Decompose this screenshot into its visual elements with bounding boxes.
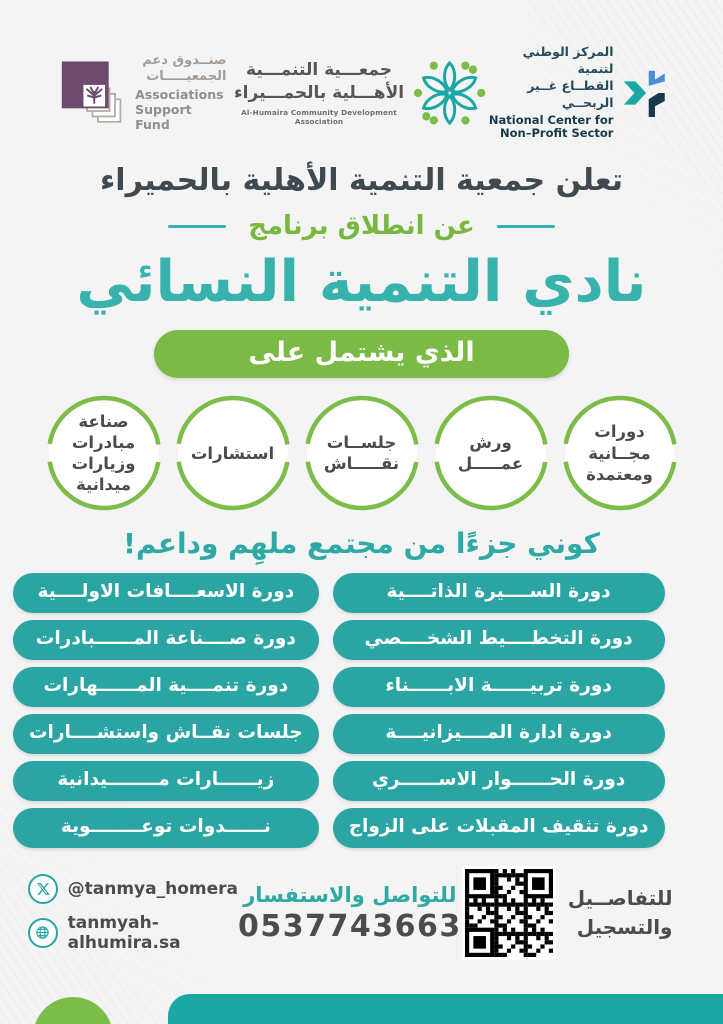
humaira-name-arabic: جمعـــية التنمـــية الأهـــلية بالحمـــي… xyxy=(233,60,405,104)
feature-circle-courses: دورات مجــانية ومعتمدة xyxy=(561,394,679,512)
website-link-row[interactable]: tanmyah-alhumira.sa xyxy=(27,912,238,953)
dash-decoration xyxy=(496,224,555,228)
announcement-line1: تعلن جمعية التنمية الأهلية بالحميراء xyxy=(99,163,624,199)
announcement-line2: عن انطلاق برنامج xyxy=(248,211,475,242)
humaira-association-logo: جمعـــية التنمـــية الأهـــلية بالحمـــي… xyxy=(226,59,411,126)
ncnp-logo-mark xyxy=(624,70,666,117)
contact-label: للتواصل والاستفسار xyxy=(243,882,457,907)
details-registration-label: للتفاصــيل والتسجيل xyxy=(567,886,673,940)
course-pill: دورة الاسعــــافات الاولــــية xyxy=(12,573,319,614)
asf-logo-mark xyxy=(61,60,122,123)
courses-grid: دورة الســــيرة الذاتــــية دورة الاسعــ… xyxy=(12,573,665,849)
course-pill: زيــــــارات مــــــــيدانية xyxy=(12,761,319,802)
program-title: نادي التنمية النسائي xyxy=(76,249,647,316)
ncnp-logo: المركز الوطني لتنمية القطــاع غــير الرب… xyxy=(487,44,667,141)
flower-logo-icon xyxy=(413,60,485,125)
feature-label: ورش عمـــــل xyxy=(457,432,524,474)
course-pill: نــــــدوات توعــــــــوية xyxy=(12,808,319,849)
social-links-group: @tanmya_homera tanmyah-alhumira.sa xyxy=(27,873,238,953)
feature-circle-initiatives: صناعة مبادرات وزيارات ميدانية xyxy=(45,394,163,512)
tagline: كوني جزءًا من مجتمع ملهِم وداعم! xyxy=(123,527,600,561)
feature-label: صناعة مبادرات وزيارات ميدانية xyxy=(71,411,136,495)
globe-icon xyxy=(27,917,58,948)
humaira-name-english: Al-Humaira Community Development Associa… xyxy=(241,107,397,126)
header-logos: صنــدوق دعم الجمعيـــــات Associations S… xyxy=(0,0,723,141)
qr-code[interactable] xyxy=(461,866,556,961)
associations-support-fund-logo: صنــدوق دعم الجمعيـــــات Associations S… xyxy=(60,52,227,133)
feature-circle-discussions: جلســات نقـــــاش xyxy=(303,394,421,512)
twitter-handle: @tanmya_homera xyxy=(67,878,238,899)
announcement-line2-row: عن انطلاق برنامج xyxy=(0,211,723,241)
teal-bottom-bar xyxy=(168,994,723,1024)
x-twitter-icon xyxy=(27,873,58,904)
course-pill: جلسات نقــاش واستشــــارات xyxy=(12,714,319,755)
feature-circle-workshops: ورش عمـــــل xyxy=(432,394,550,512)
course-pill: دورة ادارة المــــيزانيــــة xyxy=(332,714,665,755)
asf-name-english: Associations Support Fund xyxy=(135,87,224,133)
feature-label: استشارات xyxy=(190,443,275,463)
feature-label: جلســات نقـــــاش xyxy=(323,432,400,474)
course-pill: دورة الحــــــوار الاســــــري xyxy=(332,761,665,802)
phone-number[interactable]: 0537743663 xyxy=(237,908,462,944)
course-pill: دورة صــــناعة المــــــبادرات xyxy=(12,620,319,661)
course-pill: دورة تنمــــية المــــــهارات xyxy=(12,667,319,708)
contact-group: للتواصل والاستفسار 0537743663 xyxy=(238,883,462,944)
asf-name-arabic: صنــدوق دعم الجمعيـــــات xyxy=(142,52,227,85)
dash-decoration xyxy=(168,224,227,228)
green-circle-decoration xyxy=(33,997,113,1024)
course-pill: دورة التخطــــيط الشخــــصي xyxy=(332,620,665,661)
course-pill: دورة الســــيرة الذاتــــية xyxy=(332,573,665,614)
ncnp-name-english: National Center for Non–Profit Sector xyxy=(488,112,614,141)
course-pill: دورة تربيــــــة الابــــــناء xyxy=(332,667,665,708)
footer: للتفاصــيل والتسجيل للتواصل والاستفسار 0… xyxy=(27,866,673,961)
course-pill: دورة تثقيف المقبلات على الزواج xyxy=(332,808,665,849)
includes-label-pill: الذي يشتمل على xyxy=(154,330,569,379)
feature-circles-row: دورات مجــانية ومعتمدة ورش عمـــــل جلسـ… xyxy=(0,394,723,512)
ncnp-name-arabic: المركز الوطني لتنمية القطــاع غــير الرب… xyxy=(522,44,614,110)
details-registration-group: للتفاصــيل والتسجيل xyxy=(461,866,673,961)
twitter-link-row[interactable]: @tanmya_homera xyxy=(27,873,238,904)
website-url: tanmyah-alhumira.sa xyxy=(67,912,181,953)
feature-label: دورات مجــانية ومعتمدة xyxy=(586,422,653,484)
feature-circle-consultations: استشارات xyxy=(174,394,292,512)
